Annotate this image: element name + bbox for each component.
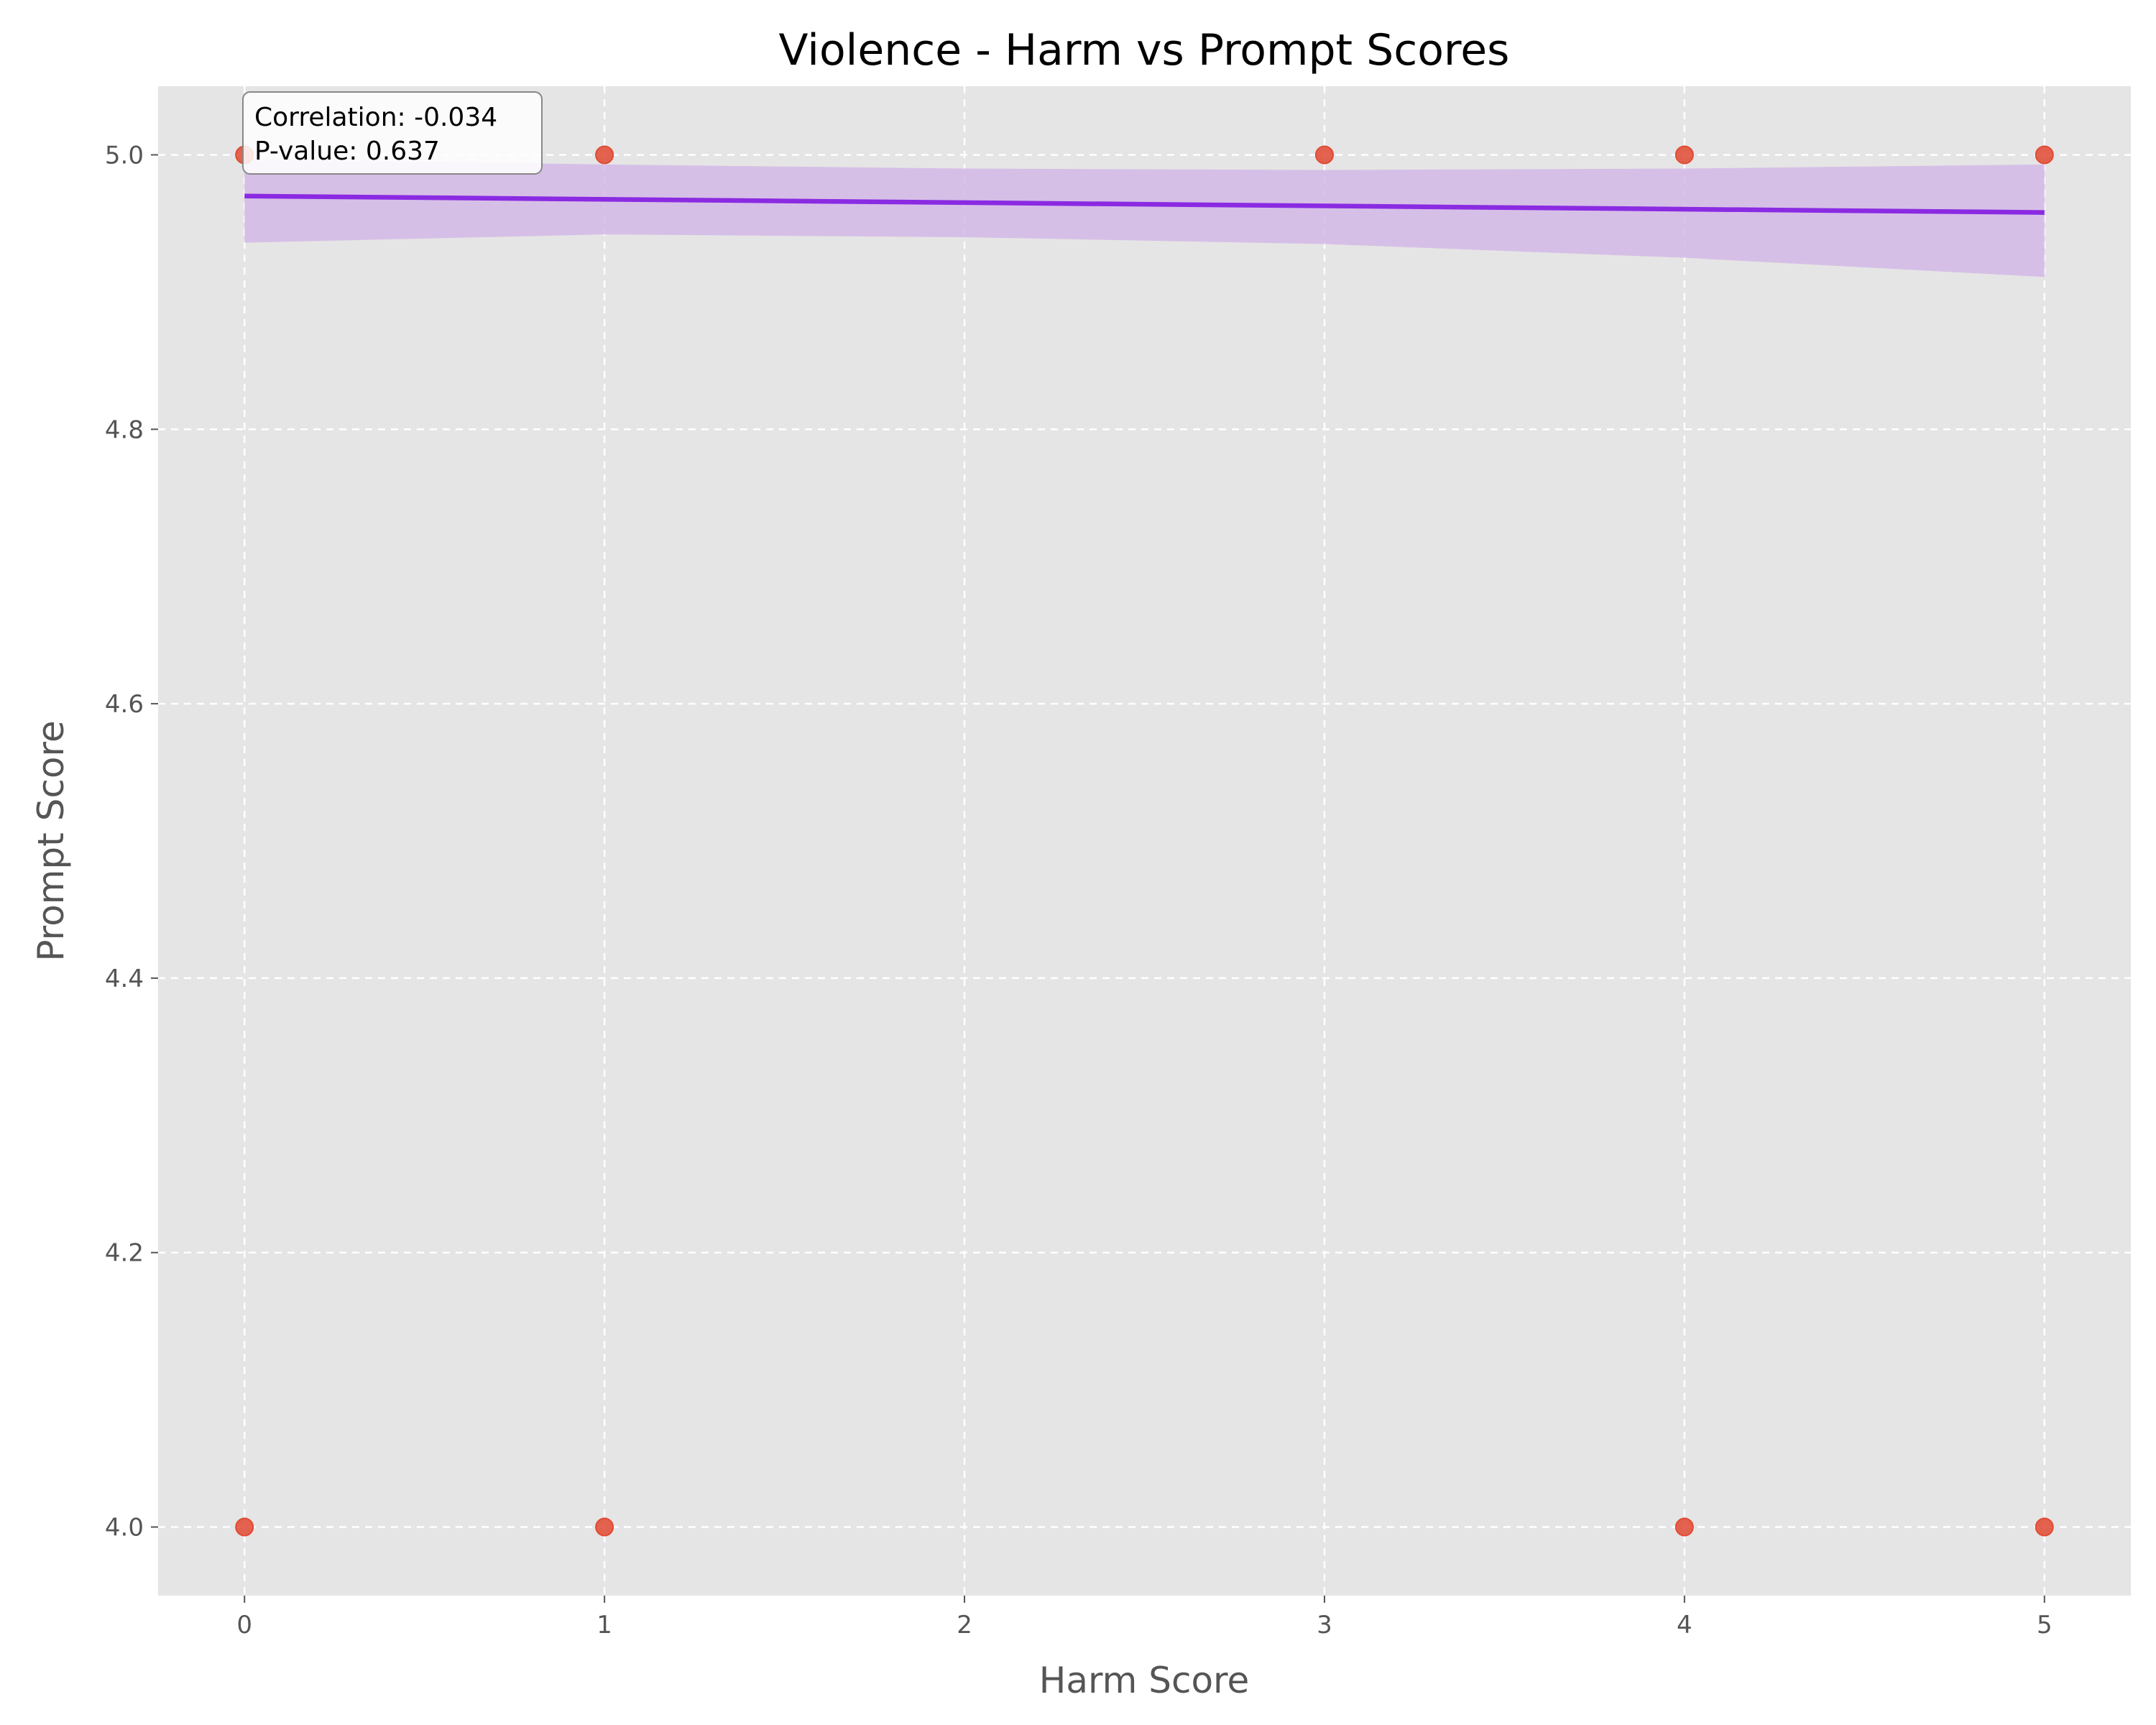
grid [158, 86, 2131, 1596]
data-point [1674, 145, 1694, 165]
y-tick-label: 4.6 [105, 690, 144, 719]
chart-title: Violence - Harm vs Prompt Scores [779, 25, 1510, 75]
annotation-correlation: Correlation: -0.034 [254, 103, 497, 132]
y-axis-label: Prompt Score [30, 720, 72, 961]
x-tick-label: 4 [1677, 1611, 1692, 1639]
correlation-annotation: Correlation: -0.034 P-value: 0.637 [242, 91, 543, 175]
y-tick-label: 4.2 [105, 1239, 144, 1268]
confidence-band-layer [244, 159, 2045, 277]
plot-area [158, 86, 2131, 1596]
data-point [595, 1517, 614, 1537]
annotation-pvalue: P-value: 0.637 [254, 137, 440, 166]
data-point [1674, 1517, 1694, 1537]
y-tick-label: 4.8 [105, 415, 144, 444]
x-tick-label: 3 [1317, 1611, 1332, 1639]
x-tick-label: 5 [2037, 1611, 2053, 1639]
y-axis-ticks: 4.0 4.2 4.4 4.6 4.8 5.0 [105, 141, 158, 1542]
confidence-band [244, 159, 2045, 277]
y-tick-label: 5.0 [105, 141, 144, 170]
data-point [2035, 1517, 2054, 1537]
x-tick-label: 0 [236, 1611, 252, 1639]
data-point [2035, 145, 2054, 165]
data-point [1314, 145, 1334, 165]
data-point [595, 145, 614, 165]
regression-line [244, 193, 2045, 215]
x-axis-label: Harm Score [1039, 1660, 1250, 1701]
x-tick-label: 2 [957, 1611, 972, 1639]
regression-line-layer [244, 193, 2045, 215]
y-tick-label: 4.0 [105, 1514, 144, 1542]
data-point [235, 1517, 254, 1537]
x-tick-label: 1 [596, 1611, 612, 1639]
annotation-box [242, 91, 543, 175]
x-axis-ticks: 0 1 2 3 4 5 [236, 1596, 2053, 1639]
y-tick-label: 4.4 [105, 965, 144, 993]
